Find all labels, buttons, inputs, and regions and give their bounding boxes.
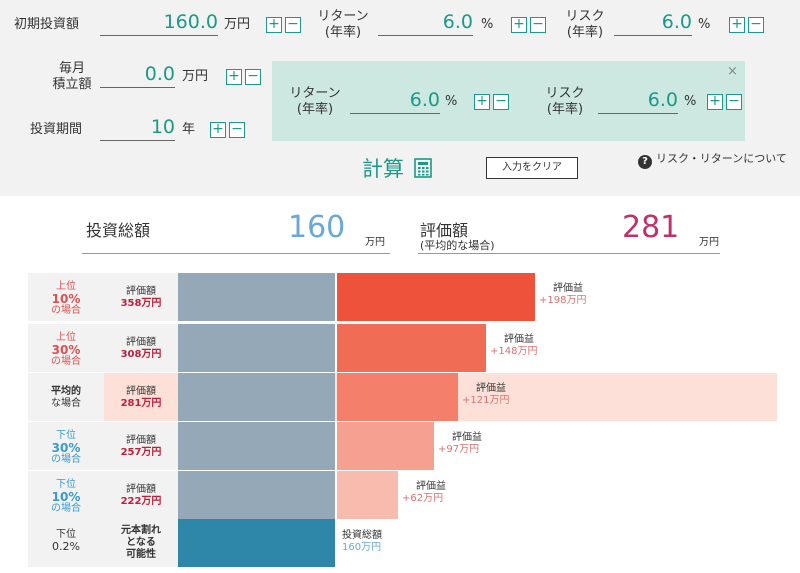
row-label-4: 下位 10% の場合: [28, 471, 104, 519]
return-top-label: リターン (年率): [317, 9, 369, 40]
risk-panel-plus-button[interactable]: +: [707, 94, 723, 110]
principal-bar: [178, 373, 335, 421]
gain-text: 評価益 +62万円: [402, 481, 446, 504]
row-label-2: 平均的 な場合: [28, 373, 104, 421]
return-top-input[interactable]: 6.0: [378, 10, 473, 36]
invest-total-box: [82, 212, 390, 254]
calculator-icon: [414, 158, 432, 178]
risk-panel-minus-button[interactable]: −: [726, 94, 742, 110]
period-unit: 年: [182, 122, 196, 137]
risk-panel-unit: %: [684, 94, 697, 109]
principal-bar: [178, 324, 335, 372]
risk-top-plus-button[interactable]: +: [729, 17, 745, 33]
gain-bar: [337, 273, 535, 321]
gain-bar: [337, 373, 458, 421]
risk-top-unit: %: [698, 17, 711, 32]
risk-panel-label: リスク (年率): [545, 86, 585, 117]
monthly-minus-button[interactable]: −: [245, 69, 261, 85]
invest-total-label: 投資総額: [86, 221, 151, 240]
gain-bar: [337, 471, 398, 519]
return-panel-label: リターン (年率): [289, 86, 341, 117]
initial-unit: 万円: [224, 17, 251, 32]
help-text: リスク・リターンについて: [656, 152, 787, 165]
risk-top-minus-button[interactable]: −: [748, 17, 764, 33]
risk-panel-input[interactable]: 6.0: [598, 88, 678, 114]
loss-probability-label: 下位 0.2%: [28, 519, 104, 567]
loss-bar: [178, 519, 335, 567]
loss-text: 元本割れ となる 可能性: [104, 519, 178, 567]
row-label-1: 上位 30% の場合: [28, 324, 104, 372]
period-minus-button[interactable]: −: [229, 122, 245, 138]
initial-minus-button[interactable]: −: [285, 17, 301, 33]
row-label-3: 下位 30% の場合: [28, 422, 104, 470]
monthly-unit: 万円: [182, 69, 209, 84]
gain-text: 評価益 +97万円: [438, 432, 482, 455]
row-eval-3: 評価額 257万円: [104, 422, 178, 470]
calculate-button[interactable]: 計算: [362, 153, 432, 183]
loss-invest-text: 投資総額 160万円: [342, 530, 382, 553]
monthly-label: 毎月 積立額: [52, 61, 92, 92]
eval-amount-sub: (平均的な場合): [420, 239, 495, 252]
gain-text: 評価益 +198万円: [539, 283, 587, 306]
close-icon[interactable]: ×: [727, 64, 738, 79]
risk-top-input[interactable]: 6.0: [614, 10, 692, 36]
initial-plus-button[interactable]: +: [266, 17, 282, 33]
return-top-unit: %: [481, 17, 494, 32]
monthly-plus-button[interactable]: +: [226, 69, 242, 85]
gain-text: 評価益 +121万円: [462, 383, 510, 406]
eval-amount-value: 281: [622, 210, 680, 245]
gain-bar: [337, 422, 434, 470]
risk-return-help-link[interactable]: ? リスク・リターンについて: [638, 150, 787, 169]
principal-bar: [178, 273, 335, 321]
eval-amount-label: 評価額: [420, 221, 469, 240]
principal-bar: [178, 422, 335, 470]
return-panel-minus-button[interactable]: −: [493, 94, 509, 110]
gain-text: 評価益 +148万円: [490, 334, 538, 357]
invest-total-value: 160: [288, 210, 346, 245]
return-top-minus-button[interactable]: −: [530, 17, 546, 33]
period-input[interactable]: 10: [100, 115, 175, 141]
return-panel-unit: %: [445, 94, 458, 109]
question-icon: ?: [638, 155, 652, 169]
invest-total-unit: 万円: [365, 237, 385, 248]
clear-input-button[interactable]: 入力をクリア: [486, 157, 578, 179]
principal-bar: [178, 471, 335, 519]
initial-input[interactable]: 160.0: [100, 10, 218, 36]
eval-amount-box: [418, 212, 720, 254]
row-eval-0: 評価額 358万円: [104, 273, 178, 321]
period-plus-button[interactable]: +: [210, 122, 226, 138]
eval-amount-unit: 万円: [699, 237, 719, 248]
return-panel-input[interactable]: 6.0: [350, 88, 440, 114]
return-top-plus-button[interactable]: +: [511, 17, 527, 33]
calculate-label: 計算: [362, 157, 404, 181]
monthly-input[interactable]: 0.0: [100, 62, 175, 88]
row-eval-1: 評価額 308万円: [104, 324, 178, 372]
row-label-0: 上位 10% の場合: [28, 273, 104, 321]
row-eval-2: 評価額 281万円: [104, 373, 178, 421]
initial-label: 初期投資額: [14, 17, 80, 32]
row-eval-4: 評価額 222万円: [104, 471, 178, 519]
period-label: 投資期間: [30, 122, 83, 137]
gain-bar: [337, 324, 486, 372]
return-panel-plus-button[interactable]: +: [474, 94, 490, 110]
risk-top-label: リスク (年率): [565, 9, 605, 40]
